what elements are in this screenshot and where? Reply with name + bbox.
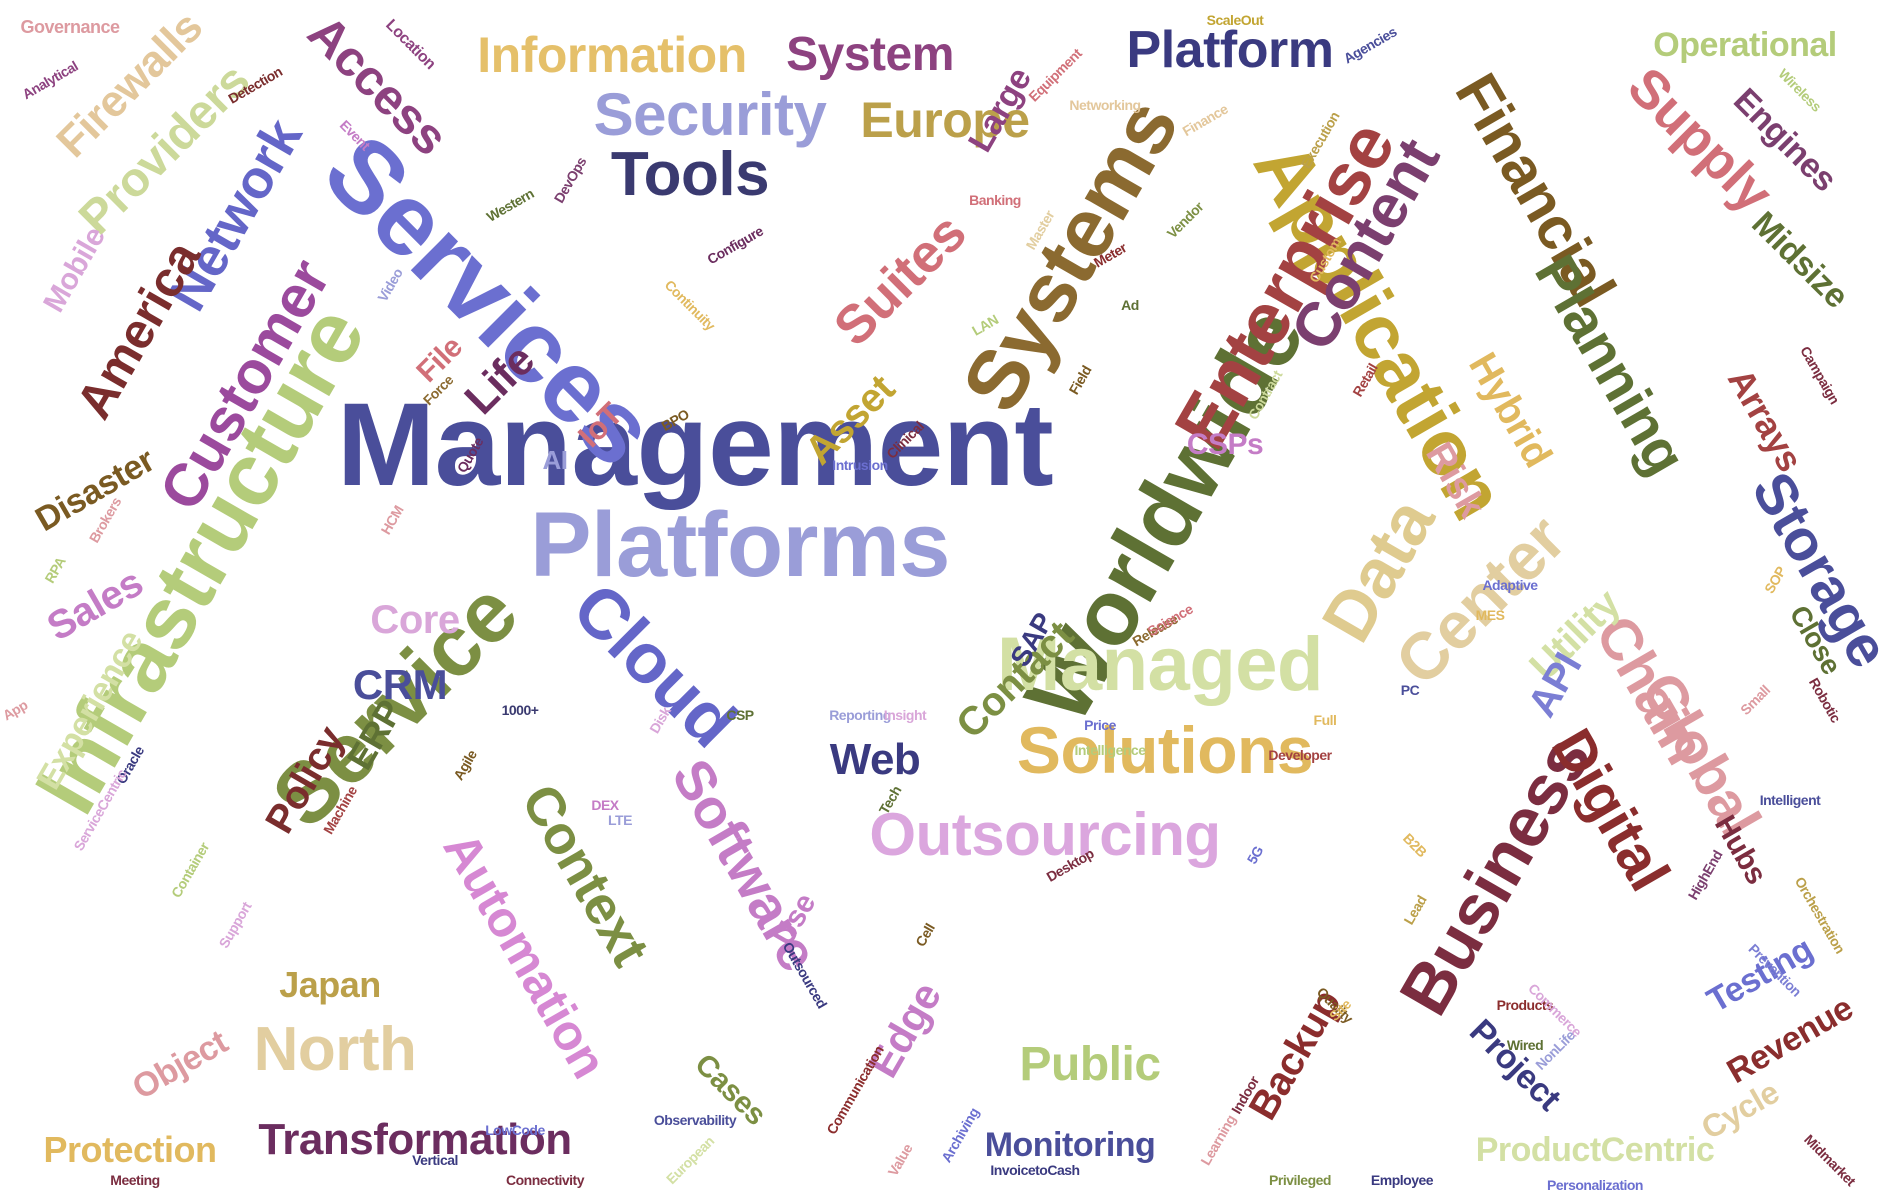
word: Protection xyxy=(43,1129,217,1170)
word: Hubs xyxy=(1707,809,1773,890)
word: Configure xyxy=(704,222,766,268)
word: Managed xyxy=(997,622,1323,707)
word: Campaign xyxy=(1797,343,1843,407)
word: 1000+ xyxy=(501,702,539,718)
word: Field xyxy=(1065,362,1095,398)
word: MES xyxy=(1475,607,1505,623)
word: CSP xyxy=(726,707,754,723)
word: Insight xyxy=(883,707,927,723)
word: System xyxy=(786,28,954,81)
word: RPA xyxy=(41,554,69,586)
word: Employee xyxy=(1370,1172,1434,1188)
word: Solutions xyxy=(1016,713,1314,787)
word: Japan xyxy=(279,964,381,1005)
word: Developer xyxy=(1268,747,1332,763)
word: DEX xyxy=(591,797,619,813)
word: Wireless xyxy=(1775,65,1825,115)
word: Learning xyxy=(1197,1112,1239,1168)
word: Observability xyxy=(653,1112,737,1128)
word: Banking xyxy=(969,192,1021,208)
word: DevOps xyxy=(550,154,590,206)
word: Arrays xyxy=(1719,361,1811,479)
word: Price xyxy=(1084,717,1116,733)
word: Midmarket xyxy=(1801,1131,1859,1189)
word: Transformation xyxy=(258,1115,572,1164)
word: North xyxy=(253,1015,417,1084)
word: Personalization xyxy=(1547,1177,1643,1193)
word: ProductCentric xyxy=(1475,1131,1715,1169)
word: Core xyxy=(370,598,460,642)
word: App xyxy=(0,696,31,724)
word: AI xyxy=(542,445,569,475)
word: HighEnd xyxy=(1684,847,1726,903)
word: Mobile xyxy=(37,221,112,318)
word: Container xyxy=(167,839,213,901)
word: Archiving xyxy=(938,1104,982,1166)
word: Ad xyxy=(1121,297,1139,313)
word: Midsize xyxy=(1744,204,1856,316)
word: Western xyxy=(483,185,537,225)
word: Operational xyxy=(1653,26,1837,64)
word: Products xyxy=(1496,997,1554,1013)
word: 5G xyxy=(1243,843,1267,867)
word: Reporting xyxy=(829,707,891,723)
word: Full xyxy=(1313,712,1337,728)
word: Support xyxy=(215,899,255,951)
word: InvoicetoCash xyxy=(990,1162,1080,1178)
word: Security xyxy=(593,81,827,148)
word: European xyxy=(662,1132,718,1188)
word: Networking xyxy=(1069,97,1141,113)
word: Web xyxy=(829,735,921,784)
word: Continuity xyxy=(661,276,719,334)
word: Intelligence xyxy=(1074,742,1146,758)
word: Communication xyxy=(823,1043,887,1137)
word: Cell xyxy=(912,920,938,950)
word: Connectivity xyxy=(505,1172,585,1188)
word: Finance xyxy=(1179,100,1231,140)
word: Agencies xyxy=(1340,23,1400,67)
word: Platform xyxy=(1126,21,1334,79)
word: Object xyxy=(125,1022,235,1108)
word: Software xyxy=(660,748,831,982)
word: Adaptive xyxy=(1482,577,1538,593)
word: Public xyxy=(1019,1038,1161,1091)
word: Governance xyxy=(20,17,120,37)
word: Monitoring xyxy=(984,1126,1156,1164)
word: Robotic xyxy=(1805,674,1845,726)
word: Vertical xyxy=(412,1152,458,1168)
word: Equipment xyxy=(1025,45,1085,105)
word: Suites xyxy=(822,202,978,358)
word: Intelligent xyxy=(1759,792,1821,808)
word: Intrusion xyxy=(832,457,888,473)
word: Agile xyxy=(450,747,480,783)
word: Vendor xyxy=(1163,198,1207,242)
word: CRM xyxy=(352,661,448,708)
word: LTE xyxy=(608,812,632,828)
word: LowCode xyxy=(485,1122,545,1138)
word: Analytical xyxy=(19,57,81,103)
word: Small xyxy=(1737,682,1773,718)
word: Meeting xyxy=(110,1172,160,1188)
word: Value xyxy=(884,1141,916,1179)
word: PC xyxy=(1400,682,1420,698)
word: Tools xyxy=(610,140,770,209)
word: Privileged xyxy=(1269,1172,1331,1188)
word: Management xyxy=(336,379,1054,511)
word: Outsourcing xyxy=(869,801,1221,868)
word: Platforms xyxy=(530,494,950,596)
word: Wired xyxy=(1506,1037,1544,1053)
word: B2B xyxy=(1399,829,1431,861)
word: Information xyxy=(477,27,747,83)
word: Europe xyxy=(860,92,1030,148)
word: SOP xyxy=(1761,563,1789,597)
word: ScaleOut xyxy=(1206,12,1264,28)
word: CSPs xyxy=(1186,428,1264,461)
word: Event xyxy=(336,116,374,154)
